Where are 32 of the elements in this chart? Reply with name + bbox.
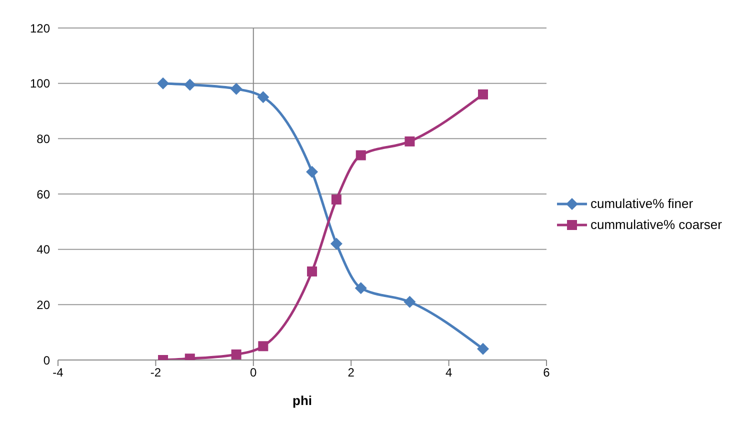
- x-tick-label: 0: [250, 366, 258, 380]
- x-tick-label: 4: [445, 366, 452, 380]
- point: [404, 136, 415, 146]
- y-tick-label: 40: [36, 242, 50, 257]
- point: [307, 266, 318, 276]
- x-tick-label: 2: [348, 366, 355, 380]
- point: [157, 77, 170, 90]
- point: [306, 166, 318, 178]
- point: [258, 341, 268, 352]
- y-tick-label: 0: [43, 353, 50, 368]
- point: [184, 78, 196, 91]
- point: [330, 238, 342, 250]
- x-tick-label: -2: [150, 366, 162, 380]
- legend-label: cumulative% finer: [590, 196, 694, 211]
- y-tick-label: 120: [30, 21, 50, 36]
- y-tick-label: 80: [36, 132, 50, 146]
- y-tick-label: 60: [36, 187, 50, 202]
- point: [230, 82, 242, 95]
- point: [404, 296, 416, 308]
- point: [331, 194, 342, 205]
- point: [231, 349, 242, 360]
- point: [478, 89, 488, 100]
- point: [356, 150, 366, 160]
- point: [354, 282, 367, 294]
- point: [257, 91, 270, 104]
- legend-label: cummulative% coarser: [590, 217, 722, 232]
- x-tick-label: 6: [543, 366, 550, 380]
- point: [476, 342, 489, 355]
- x-axis-title: phi: [292, 393, 312, 408]
- x-tick-label: -4: [52, 366, 64, 380]
- y-tick-label: 100: [30, 76, 50, 91]
- y-tick-label: 20: [36, 298, 50, 312]
